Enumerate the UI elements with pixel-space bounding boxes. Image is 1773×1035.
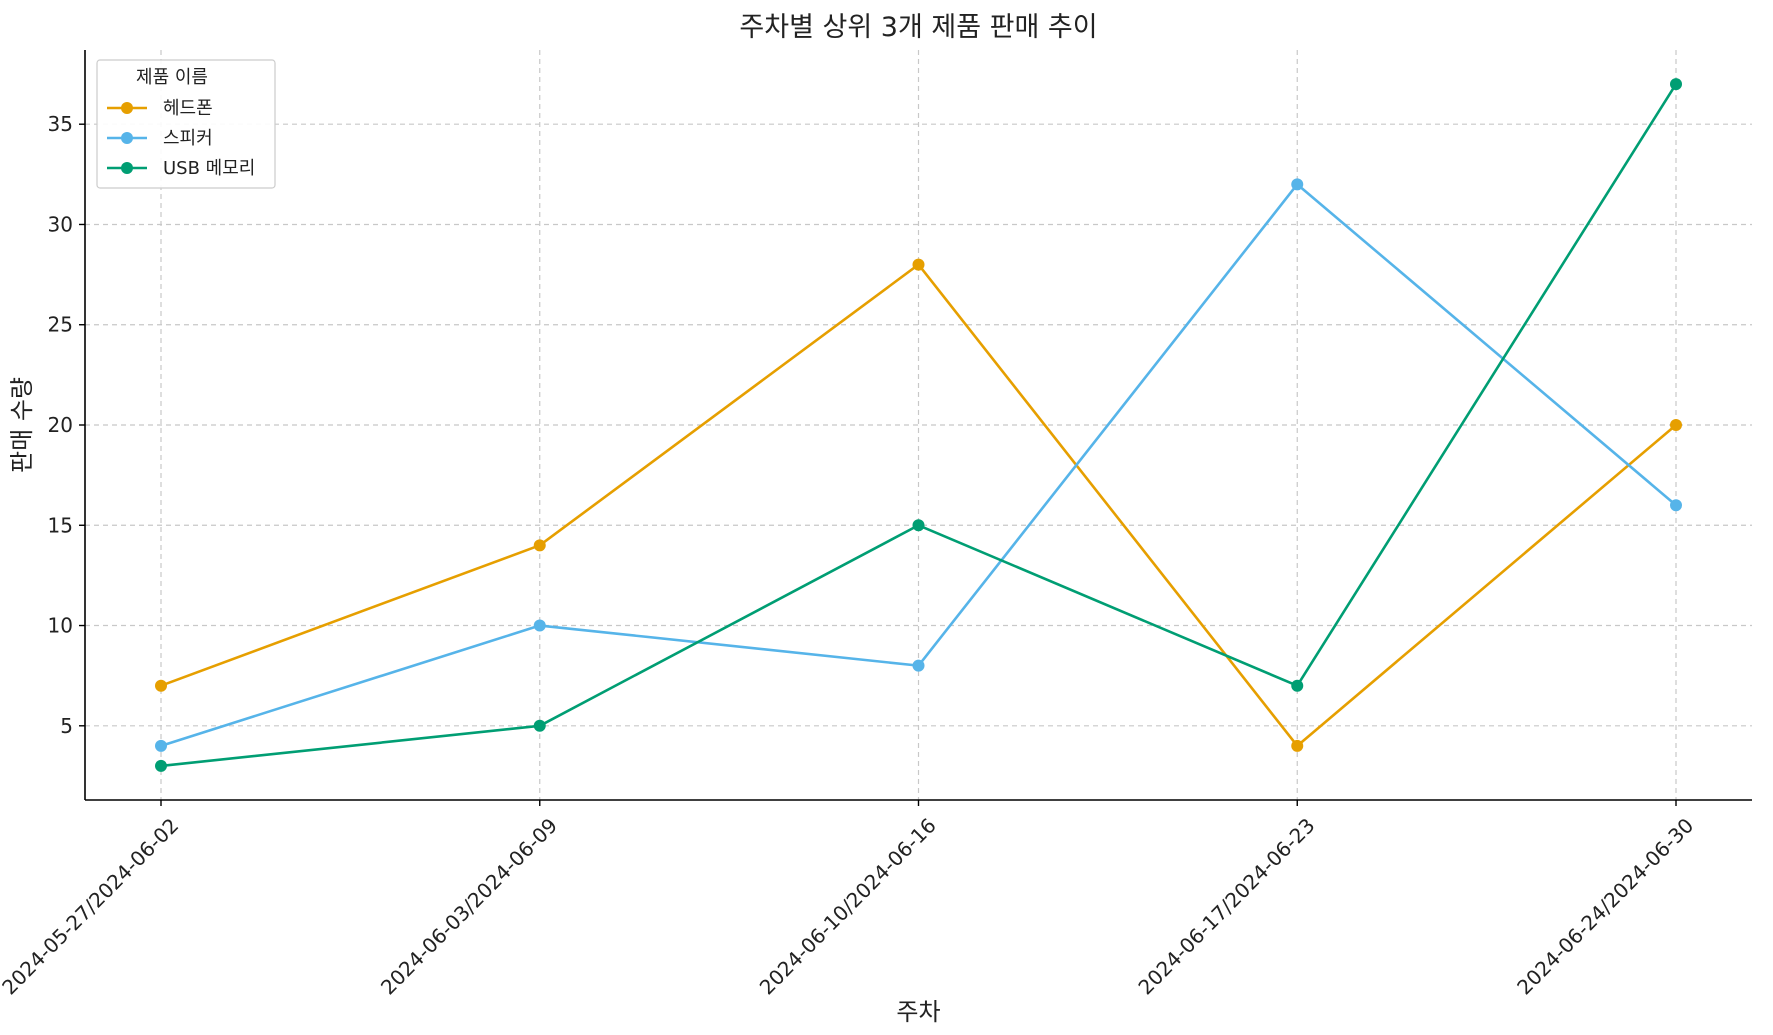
data-point bbox=[1291, 679, 1304, 692]
data-point bbox=[912, 659, 925, 672]
data-point bbox=[533, 619, 546, 632]
legend-label: 스피커 bbox=[163, 128, 213, 149]
x-tick-label: 2024-05-27/2024-06-02 bbox=[0, 813, 183, 999]
data-point bbox=[1670, 419, 1682, 431]
legend-label: 헤드폰 bbox=[163, 98, 213, 119]
data-point bbox=[1670, 499, 1682, 512]
data-point bbox=[533, 539, 546, 552]
legend-item-2: 스피커 bbox=[107, 128, 213, 149]
data-point bbox=[155, 759, 167, 772]
x-axis-title: 주차 bbox=[896, 998, 940, 1026]
legend-item-3: USB 메모리 bbox=[107, 158, 255, 179]
data-point bbox=[1291, 739, 1304, 752]
data-point bbox=[1291, 178, 1304, 191]
chart-title: 주차별 상위 3개 제품 판매 추이 bbox=[739, 12, 1097, 43]
series-3 bbox=[155, 78, 1682, 772]
series-1 bbox=[155, 258, 1682, 752]
y-tick-label: 35 bbox=[48, 112, 73, 136]
data-point bbox=[912, 258, 925, 271]
data-point bbox=[155, 679, 167, 692]
legend-label: USB 메모리 bbox=[163, 158, 255, 179]
y-tick-label: 30 bbox=[48, 212, 73, 236]
series-2 bbox=[155, 178, 1682, 752]
y-tick-label: 25 bbox=[48, 313, 73, 337]
x-tick-label: 2024-06-17/2024-06-23 bbox=[1133, 813, 1319, 999]
y-axis-title: 판매 수량 bbox=[8, 377, 36, 473]
y-tick-label: 5 bbox=[60, 714, 73, 738]
legend-item-1: 헤드폰 bbox=[107, 98, 213, 119]
legend-swatch-marker bbox=[121, 132, 133, 144]
legend-swatch-marker bbox=[121, 102, 133, 114]
data-point bbox=[533, 719, 546, 732]
y-ticks: 5 10 15 20 25 30 35 bbox=[48, 112, 85, 738]
x-tick-label: 2024-06-24/2024-06-30 bbox=[1512, 813, 1698, 999]
legend-title: 제품 이름 bbox=[136, 67, 208, 88]
series bbox=[155, 78, 1682, 772]
legend-swatch-marker bbox=[121, 162, 133, 174]
y-tick-label: 10 bbox=[48, 614, 73, 638]
legend-box bbox=[96, 59, 276, 189]
x-ticks: 2024-05-27/2024-06-02 2024-06-03/2024-06-… bbox=[0, 800, 1698, 999]
data-point bbox=[1670, 78, 1682, 91]
x-tick-label: 2024-06-03/2024-06-09 bbox=[376, 813, 562, 999]
x-tick-label: 2024-06-10/2024-06-16 bbox=[755, 813, 941, 999]
grid bbox=[85, 50, 1752, 800]
data-point bbox=[912, 519, 925, 532]
y-tick-label: 15 bbox=[48, 513, 73, 537]
y-tick-label: 20 bbox=[48, 413, 73, 437]
data-point bbox=[155, 739, 167, 752]
